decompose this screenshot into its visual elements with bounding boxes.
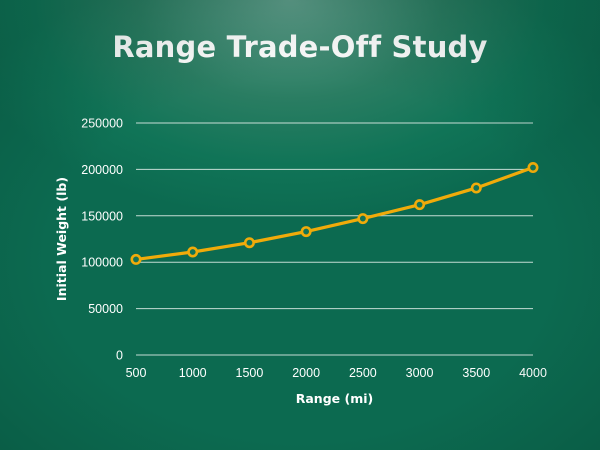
data-point (470, 182, 482, 194)
x-axis-tick-labels: 500 1000 1500 2000 2500 3000 3500 4000 (126, 366, 547, 380)
data-point (414, 199, 426, 211)
chart-title: Range Trade-Off Study (112, 30, 488, 64)
series-line (134, 165, 535, 262)
x-tick-label: 2000 (292, 366, 320, 380)
y-tick-label: 250000 (81, 117, 123, 131)
y-tick-label: 0 (116, 349, 123, 363)
data-point (130, 253, 142, 265)
data-point (527, 162, 539, 174)
data-point (300, 226, 312, 238)
x-tick-label: 1000 (179, 366, 207, 380)
gridlines (136, 122, 533, 356)
y-tick-label: 200000 (81, 163, 123, 177)
x-tick-label: 1500 (236, 366, 264, 380)
x-tick-label: 3500 (462, 366, 490, 380)
y-tick-label: 150000 (81, 209, 123, 223)
data-point (357, 213, 369, 225)
x-tick-label: 500 (126, 366, 147, 380)
data-point (243, 237, 255, 249)
series-layer (130, 162, 539, 265)
y-axis-tick-labels: 0 50000 100000 150000 200000 250000 (81, 117, 123, 363)
x-tick-label: 3000 (406, 366, 434, 380)
data-point (187, 246, 199, 258)
y-tick-label: 100000 (81, 256, 123, 270)
x-tick-label: 4000 (519, 366, 547, 380)
x-axis-title: Range (mi) (296, 391, 373, 406)
x-tick-label: 2500 (349, 366, 377, 380)
y-tick-label: 50000 (88, 302, 123, 316)
y-axis-title: Initial Weight (lb) (54, 177, 69, 301)
